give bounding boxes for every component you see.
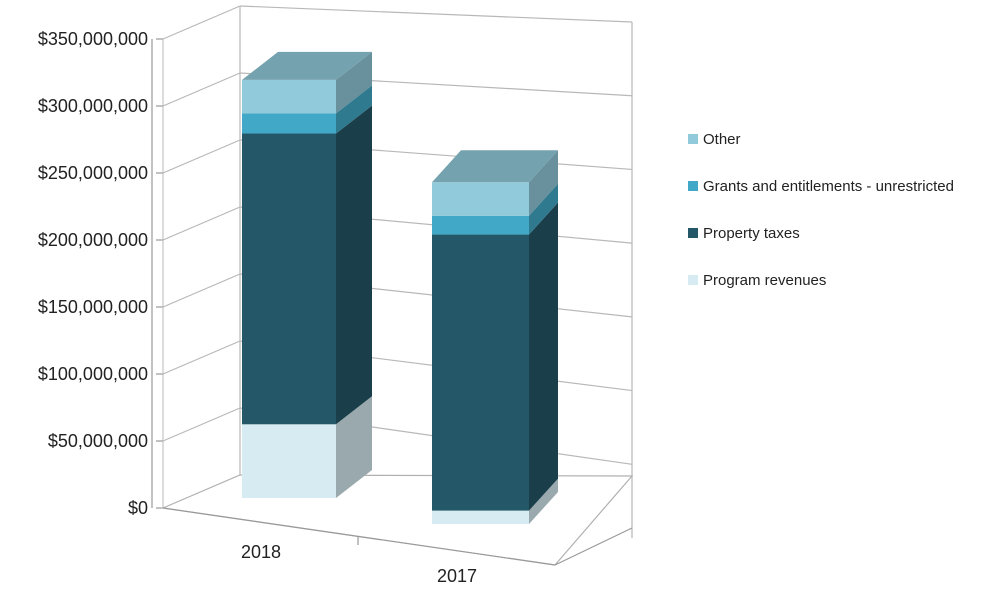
bar-side-property-taxes-2018 (336, 105, 372, 425)
bar-segment-other-2018 (242, 79, 336, 114)
bar-stack-2018 (242, 51, 372, 498)
gridline-side (162, 273, 241, 308)
bar-side-program-revenues-2017 (529, 478, 558, 524)
legend-label: Grants and entitlements - unrestricted (703, 178, 954, 195)
bar-segment-program-revenues-2017 (432, 510, 529, 524)
x-axis-right-edge (554, 527, 633, 566)
gridline-back (239, 5, 633, 23)
bar-segment-grants-and-entitlements-unrestricted-2018 (242, 113, 336, 134)
tick-labels: $0 $50,000,000 $100,000,000 $150,000,000 $20… (38, 29, 477, 586)
y-tick-label: $100,000,000 (38, 364, 148, 384)
bar-segment-program-revenues-2018 (242, 424, 336, 498)
bar-stack-2017 (432, 150, 558, 524)
bar-segment-other-2017 (432, 182, 529, 216)
bar-side-other-2018 (336, 51, 372, 114)
y-tick-label: $350,000,000 (38, 29, 148, 49)
gridline-side (162, 139, 241, 174)
bar-segment-property-taxes-2018 (242, 133, 336, 425)
gridline-side (162, 340, 241, 375)
gridlines (162, 5, 633, 538)
bar-top-2017 (432, 150, 558, 183)
legend-swatch (688, 275, 698, 285)
legend-swatch (688, 228, 698, 238)
y-tick-label: $50,000,000 (48, 431, 148, 451)
legend-label: Program revenues (703, 272, 826, 289)
y-tick-label: $300,000,000 (38, 96, 148, 116)
bar-side-program-revenues-2018 (336, 396, 372, 498)
bar-side-other-2017 (529, 150, 558, 216)
x-tick-label: 2018 (241, 542, 281, 562)
gridline-side (162, 72, 241, 107)
bar-segment-property-taxes-2017 (432, 234, 529, 511)
bar-side-grants-and-entitlements-unrestricted-2018 (336, 85, 372, 134)
axes (151, 38, 634, 566)
y-tick-label: $200,000,000 (38, 230, 148, 250)
bars (242, 51, 558, 524)
bar-top-2018 (242, 51, 372, 80)
legend-item-grants-and-entitlements-unrestricted: Grants and entitlements - unrestricted (688, 178, 954, 195)
x-axis-line (162, 507, 556, 566)
bar-side-grants-and-entitlements-unrestricted-2017 (529, 183, 558, 235)
legend: Other Grants and entitlements - unrestric… (688, 131, 954, 289)
legend-item-program-revenues: Program revenues (688, 272, 826, 289)
gridline-side (162, 206, 241, 241)
gridline-side (162, 407, 241, 442)
y-tick-label: $250,000,000 (38, 163, 148, 183)
bar-segment-grants-and-entitlements-unrestricted-2017 (432, 215, 529, 235)
legend-swatch (688, 134, 698, 144)
x-tick-label: 2017 (437, 566, 477, 586)
y-tick-label: $150,000,000 (38, 297, 148, 317)
legend-label: Property taxes (703, 225, 800, 242)
floor (160, 474, 634, 566)
gridline-side (162, 5, 241, 40)
bar-side-property-taxes-2017 (529, 202, 558, 511)
y-tick-label: $0 (128, 498, 148, 518)
legend-label: Other (703, 131, 741, 148)
legend-swatch (688, 181, 698, 191)
legend-item-other: Other (688, 131, 741, 148)
legend-item-property-taxes: Property taxes (688, 225, 800, 242)
